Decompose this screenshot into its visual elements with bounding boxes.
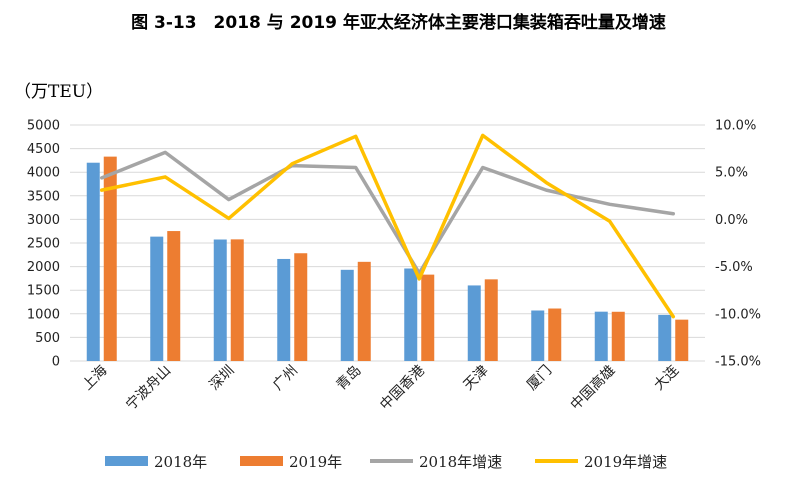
legend-label: 2018年 [154, 453, 207, 471]
x-tick-label: 中国高雄 [567, 362, 619, 414]
y-tick-label: 500 [35, 331, 60, 346]
bar-2019 [548, 308, 562, 361]
chart-title: 图 3-13 2018 与 2019 年亚太经济体主要港口集装箱吞吐量及增速 [131, 13, 666, 33]
series-line-2019-growth [100, 133, 675, 319]
bar-2019 [484, 279, 498, 361]
y-tick-label: 1500 [27, 284, 60, 299]
y2-tick-label: -10.0% [715, 307, 761, 322]
x-tick-label: 青岛 [333, 363, 364, 394]
y-tick-label: 4000 [27, 166, 60, 181]
bar-2019 [294, 253, 308, 361]
bar-2019 [167, 231, 181, 361]
bar-2019 [611, 311, 625, 361]
legend-label: 2019年增速 [584, 453, 667, 471]
bar-2018 [467, 285, 481, 361]
bar-2019 [675, 319, 689, 361]
y-axis-unit-label: （万TEU） [14, 82, 104, 102]
x-tick-label: 中国香港 [377, 363, 428, 414]
bar-2018 [213, 239, 227, 361]
y2-tick-label: -15.0% [715, 355, 761, 370]
x-tick-label: 宁波舟山 [122, 362, 174, 414]
y2-tick-label: -5.0% [715, 260, 753, 275]
x-tick-label: 大连 [651, 363, 682, 394]
x-tick-label: 天津 [460, 363, 491, 394]
bar-2018 [150, 236, 164, 361]
bar-2018 [531, 310, 545, 361]
bar-2018 [594, 311, 608, 361]
y-tick-label: 3500 [27, 189, 60, 204]
series-line-2018-growth [100, 150, 675, 275]
x-tick-label: 深圳 [206, 363, 237, 394]
legend-swatch [105, 456, 148, 466]
y-tick-label: 5000 [27, 119, 60, 134]
y2-tick-label: 10.0% [715, 119, 756, 134]
bar-2019 [103, 156, 117, 361]
x-tick-label: 上海 [79, 363, 110, 394]
bar-2018 [86, 162, 100, 361]
y-tick-label: 0 [52, 355, 60, 370]
bar-2018 [340, 269, 354, 361]
x-tick-label: 厦门 [524, 363, 555, 394]
legend-label: 2019年 [289, 453, 342, 471]
bar-2018 [277, 258, 291, 361]
bar-2018 [404, 268, 418, 361]
y2-tick-label: 5.0% [715, 166, 748, 181]
bar-2018 [658, 314, 672, 361]
y-tick-label: 1000 [27, 307, 60, 322]
y-tick-label: 2500 [27, 237, 60, 252]
x-tick-label: 广州 [270, 363, 301, 394]
legend-swatch [240, 456, 283, 466]
bar-2019 [421, 274, 435, 361]
y-tick-label: 2000 [27, 260, 60, 275]
bar-2019 [230, 239, 244, 361]
y-tick-label: 4500 [27, 142, 60, 157]
bar-2019 [357, 261, 371, 361]
y2-tick-label: 0.0% [715, 213, 748, 228]
y-tick-label: 3000 [27, 213, 60, 228]
legend-label: 2018年增速 [419, 453, 502, 471]
